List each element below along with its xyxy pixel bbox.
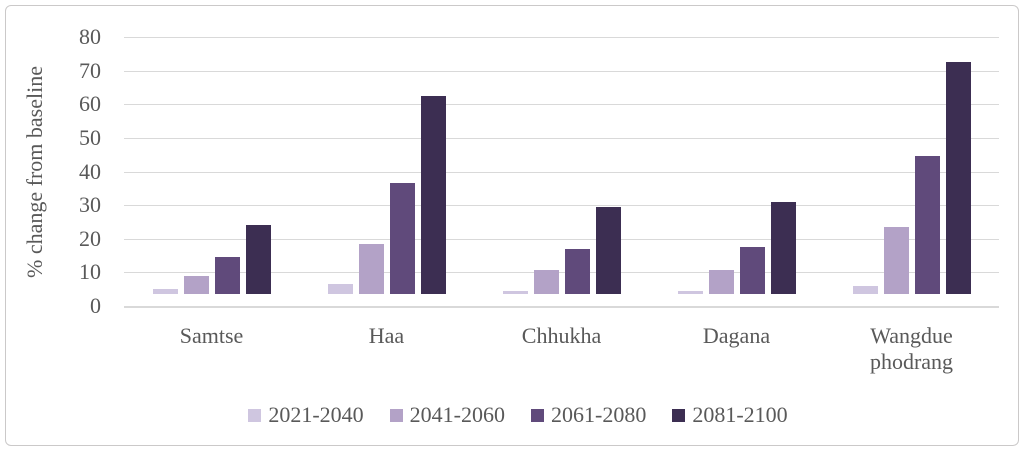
plot-area: 0 10 20 30 40 50 60 70 80 Samtse Haa Chhukha Dagana W… (6, 6, 1018, 445)
y-tick-label: 0 (90, 293, 101, 318)
legend-swatch-icon (248, 408, 262, 422)
y-tick-label: 50 (79, 125, 101, 150)
legend-label: 2061-2080 (551, 402, 647, 427)
bar-2061-2080-haa (389, 183, 415, 294)
bar-2061-2080-chhukha (564, 249, 590, 294)
bar-2021-2040-dagana (677, 291, 703, 294)
gridline (124, 205, 999, 206)
legend-swatch-icon (389, 408, 403, 422)
x-category-label-text: Chhukha (521, 323, 602, 348)
legend-item-2061-2080: 2061-2080 (531, 402, 646, 428)
x-category-label-text: Dagana (702, 323, 771, 348)
gridline (124, 272, 999, 273)
x-category-label-text: Wangdue phodrang (869, 323, 954, 374)
bar-2061-2080-dagana (739, 247, 765, 294)
gridline (124, 172, 999, 173)
bar-2021-2040-chhukha (502, 291, 528, 294)
y-tick-label: 80 (79, 24, 101, 49)
y-tick-label: 60 (79, 91, 101, 116)
bar-group-samtse (124, 225, 299, 294)
bar-2081-2100-samtse (245, 225, 271, 294)
bar-2081-2100-chhukha (595, 207, 621, 294)
bar-group-wangdue-phodrang (824, 62, 999, 294)
gridline (124, 138, 999, 139)
bar-2081-2100-dagana (770, 202, 796, 294)
x-category-label: Dagana (649, 323, 824, 349)
bar-2061-2080-samtse (214, 257, 240, 294)
bar-2041-2060-dagana (708, 270, 734, 294)
legend-swatch-icon (672, 408, 686, 422)
y-tick-label: 40 (79, 159, 101, 184)
x-category-label-text: Haa (368, 323, 405, 348)
x-category-label: Chhukha (474, 323, 649, 349)
legend-item-2021-2040: 2021-2040 (248, 402, 364, 428)
legend-label: 2081-2100 (692, 402, 788, 427)
x-category-label-text: Samtse (179, 323, 244, 348)
legend-item-2081-2100: 2081-2100 (672, 402, 788, 428)
x-category-label: Haa (299, 323, 474, 349)
bar-2081-2100-wangdue-phodrang (945, 62, 971, 294)
y-tick-label: 10 (79, 259, 101, 284)
bar-2041-2060-haa (358, 244, 384, 294)
y-tick-label: 20 (79, 226, 101, 251)
y-tick-label: 70 (79, 58, 101, 83)
gridline (124, 71, 999, 72)
y-tick-label: 30 (79, 192, 101, 217)
legend-label: 2041-2060 (409, 402, 505, 427)
x-category-label: Wangdue phodrang (824, 323, 999, 375)
bar-2081-2100-haa (420, 96, 446, 294)
bar-2041-2060-wangdue-phodrang (883, 227, 909, 294)
bar-group-haa (299, 96, 474, 294)
legend-swatch-icon (531, 408, 544, 422)
chart-frame: % change from baseline 0 10 20 30 40 50 60 70 80… (5, 5, 1019, 446)
bar-2021-2040-samtse (152, 289, 178, 294)
legend-label: 2021-2040 (268, 402, 364, 427)
bar-group-chhukha (474, 207, 649, 294)
x-category-label: Samtse (124, 323, 299, 349)
gridline (124, 239, 999, 240)
bar-2021-2040-haa (327, 284, 353, 294)
bar-2041-2060-samtse (183, 276, 209, 294)
legend: 2021-2040 2041-2060 2061-2080 2081-2100 (6, 400, 1024, 430)
x-axis-line (124, 306, 999, 308)
bar-2021-2040-wangdue-phodrang (852, 286, 878, 294)
bar-group-dagana (649, 202, 824, 294)
bar-2061-2080-wangdue-phodrang (914, 156, 940, 294)
bar-2041-2060-chhukha (533, 270, 559, 294)
legend-item-2041-2060: 2041-2060 (389, 402, 505, 428)
gridline (124, 104, 999, 105)
gridline (124, 37, 999, 38)
